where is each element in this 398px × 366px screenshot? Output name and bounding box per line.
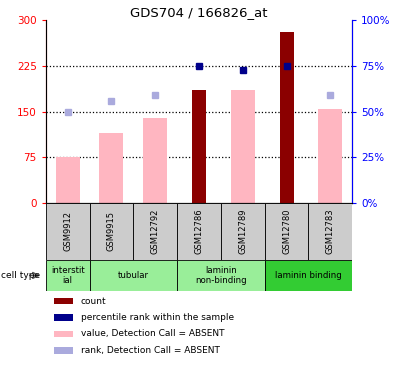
Bar	[133, 203, 177, 260]
Text: laminin binding: laminin binding	[275, 271, 342, 280]
Text: rank, Detection Call = ABSENT: rank, Detection Call = ABSENT	[80, 346, 219, 355]
Bar	[221, 203, 265, 260]
Bar	[54, 347, 73, 354]
Text: GSM12789: GSM12789	[238, 209, 247, 254]
Bar	[56, 157, 80, 203]
Bar	[231, 90, 255, 203]
Text: GSM9915: GSM9915	[107, 212, 116, 251]
Text: value, Detection Call = ABSENT: value, Detection Call = ABSENT	[80, 329, 224, 339]
Bar	[46, 203, 90, 260]
Bar	[46, 260, 90, 291]
Text: cell type: cell type	[1, 271, 40, 280]
Bar	[177, 260, 265, 291]
Text: GDS704 / 166826_at: GDS704 / 166826_at	[130, 6, 268, 19]
Bar	[318, 109, 342, 203]
Bar	[177, 203, 221, 260]
Text: GSM9912: GSM9912	[63, 212, 72, 251]
Text: tubular: tubular	[118, 271, 149, 280]
Bar	[54, 331, 73, 337]
Bar	[143, 118, 167, 203]
Bar	[100, 133, 123, 203]
Bar	[265, 203, 308, 260]
Bar	[279, 32, 294, 203]
Text: GSM12786: GSM12786	[195, 209, 203, 254]
Text: percentile rank within the sample: percentile rank within the sample	[80, 313, 234, 322]
Bar	[308, 203, 352, 260]
Bar	[192, 90, 206, 203]
Text: GSM12792: GSM12792	[151, 209, 160, 254]
Text: count: count	[80, 296, 106, 306]
Text: laminin
non-binding: laminin non-binding	[195, 266, 247, 285]
Bar	[54, 298, 73, 305]
Bar	[54, 314, 73, 321]
Text: interstit
ial: interstit ial	[51, 266, 84, 285]
Text: GSM12783: GSM12783	[326, 209, 335, 254]
Text: GSM12780: GSM12780	[282, 209, 291, 254]
Bar	[265, 260, 352, 291]
Bar	[90, 203, 133, 260]
Bar	[90, 260, 177, 291]
